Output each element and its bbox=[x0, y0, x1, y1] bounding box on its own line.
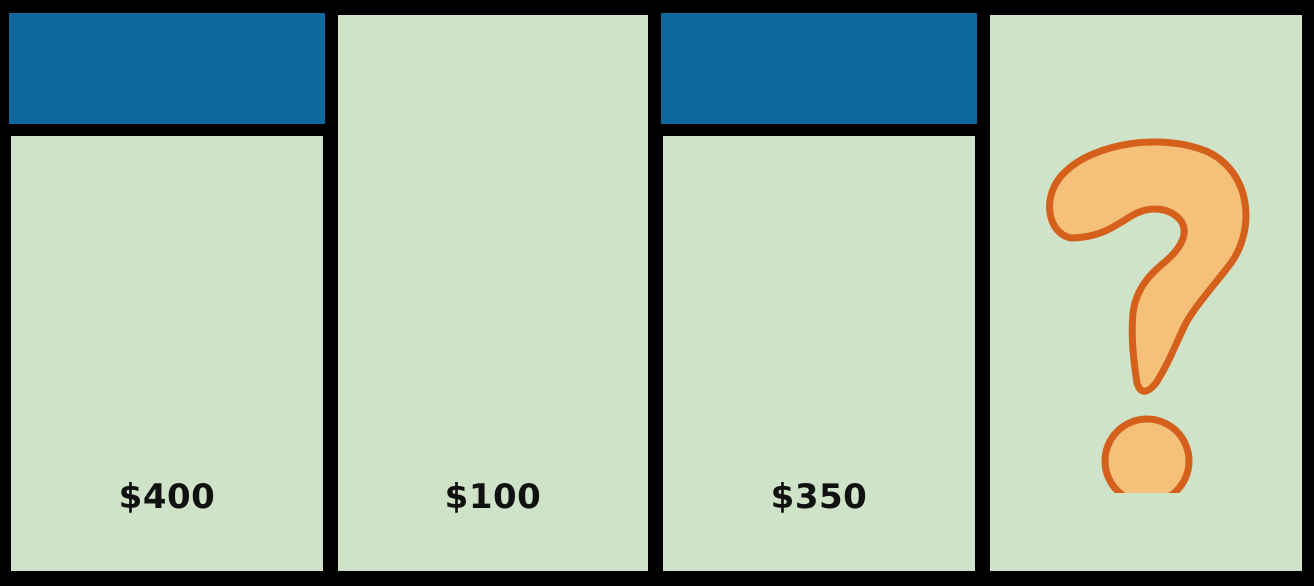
card-1-price: $400 bbox=[118, 477, 216, 517]
card-3[interactable]: $350 bbox=[661, 13, 977, 573]
card-4-mystery[interactable] bbox=[988, 13, 1304, 573]
question-mark-icon bbox=[1046, 138, 1250, 493]
card-3-header-band bbox=[661, 13, 977, 124]
card-1-header-band bbox=[9, 13, 325, 124]
card-3-body: $350 bbox=[663, 136, 975, 571]
card-4-body bbox=[990, 15, 1302, 571]
card-1-body: $400 bbox=[11, 136, 323, 571]
card-2-body: $100 bbox=[338, 15, 648, 571]
question-mark-dot bbox=[1101, 415, 1193, 493]
card-2-price: $100 bbox=[444, 477, 542, 517]
card-3-price: $350 bbox=[770, 477, 868, 517]
card-1[interactable]: $400 bbox=[9, 13, 325, 573]
question-mark-hook bbox=[1046, 138, 1250, 395]
card-2[interactable]: $100 bbox=[336, 13, 650, 573]
